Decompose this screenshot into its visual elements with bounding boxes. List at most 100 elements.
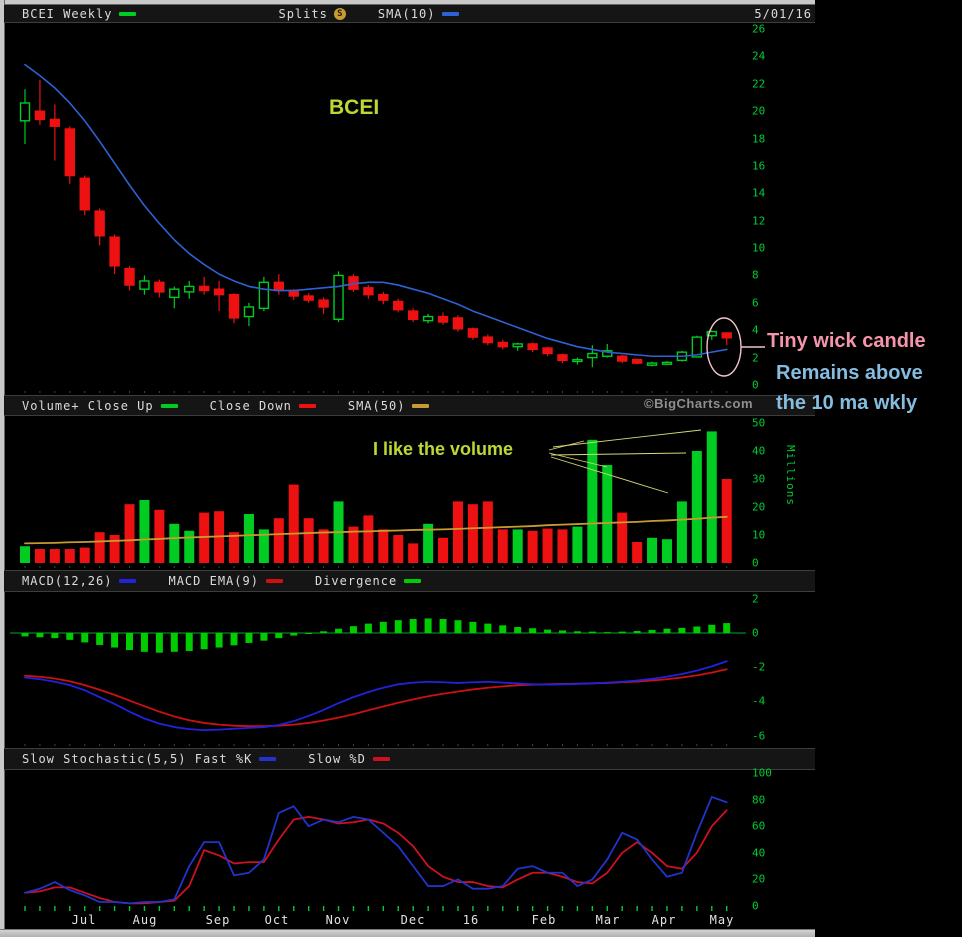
volume-pointer-line — [550, 452, 687, 456]
candle-body — [258, 281, 270, 310]
x-axis-month-label: Nov — [325, 913, 351, 927]
candle-body — [602, 350, 613, 357]
x-axis-month-label: Feb — [531, 913, 557, 927]
symbol-title: BCEI Weekly — [22, 6, 113, 21]
candle-body — [631, 358, 643, 364]
volume-bar — [169, 523, 180, 563]
candle-body — [94, 210, 105, 237]
candle-body — [452, 317, 464, 330]
volume-pointer-line — [552, 429, 702, 448]
candle-body — [363, 287, 374, 296]
volume-sma50-line — [24, 515, 728, 545]
candle-body — [691, 336, 703, 358]
macd-histogram-bar — [335, 628, 343, 633]
macd-histogram-bar — [439, 618, 447, 633]
horizontal-scrollbar[interactable] — [0, 929, 815, 937]
candle-body — [333, 274, 344, 320]
macd-histogram-bar — [320, 631, 328, 633]
volume-bar — [109, 535, 120, 563]
volume-bar — [527, 530, 538, 563]
candle-body — [557, 354, 568, 362]
candle-body — [587, 352, 598, 359]
volume-bar — [661, 539, 672, 563]
y-axis-tick-label: 60 — [752, 819, 766, 833]
macd-histogram-bar — [81, 633, 89, 643]
y-axis-tick-label: 0 — [752, 556, 759, 570]
y-axis-tick-label: 14 — [752, 186, 766, 200]
y-axis-tick-label: -2 — [752, 660, 766, 674]
macd-histogram-bar — [185, 633, 193, 651]
y-axis-tick-label: 8 — [752, 268, 759, 282]
bigcharts-watermark: ©BigCharts.com — [644, 396, 754, 411]
macd-histogram-bar — [170, 633, 178, 652]
macd-histogram-bar — [409, 618, 417, 633]
y-axis-tick-label: 40 — [752, 846, 766, 860]
y-axis-tick-label: 6 — [752, 296, 759, 310]
chart-header-bar: BCEI Weekly Splits S SMA(10) 5/01/16 — [4, 5, 815, 23]
macd-legend-bar: MACD(12,26) MACD EMA(9) Divergence — [4, 570, 815, 592]
candle-body — [467, 328, 479, 338]
y-axis-tick-label: 18 — [752, 132, 766, 146]
splits-icon: S — [333, 7, 346, 20]
macd-histogram-bar — [663, 628, 671, 633]
volume-bar — [303, 518, 314, 563]
macd-histogram-bar — [603, 632, 611, 634]
y-axis-tick-label: 26 — [752, 22, 766, 36]
divergence-swatch — [404, 579, 422, 583]
candle-body — [527, 343, 538, 351]
macd-histogram-bar — [51, 633, 59, 639]
price-sma10-line — [24, 63, 728, 358]
x-axis-month-label: May — [709, 913, 735, 927]
macd-histogram-bar — [693, 626, 701, 633]
candle-body — [721, 332, 732, 339]
candle-body — [437, 315, 449, 323]
x-axis-month-label: Dec — [400, 913, 426, 927]
volume-down-swatch — [298, 403, 316, 408]
stoch-d-label: Slow %D — [308, 752, 366, 766]
macd-histogram-bar — [484, 623, 492, 633]
volume-bar — [184, 530, 195, 563]
candle-body — [213, 288, 225, 296]
x-axis-month-label: Apr — [651, 913, 677, 927]
stoch-k-line — [24, 796, 728, 905]
macd-histogram-bar — [514, 627, 522, 633]
volume-bar — [49, 549, 60, 563]
volume-bar — [647, 537, 658, 563]
macd-histogram-bar — [230, 633, 238, 646]
y-axis-tick-label: 10 — [752, 528, 766, 542]
volume-up-label: Volume+ Close Up — [22, 398, 154, 413]
y-axis-tick-label: 2 — [752, 592, 759, 606]
x-axis-month-label: Sep — [205, 913, 231, 927]
candle-body — [79, 177, 90, 211]
macd-histogram-bar — [499, 625, 507, 633]
macd-histogram-bar — [424, 618, 432, 633]
volume-bar — [288, 484, 299, 563]
candle-body — [198, 285, 210, 292]
x-axis-month-label: Jul — [71, 913, 97, 927]
candle-body — [228, 293, 240, 319]
candle-body — [139, 280, 150, 290]
y-axis-tick-label: 0 — [752, 378, 759, 392]
volume-bar — [706, 431, 717, 563]
volume-sma-swatch — [412, 403, 430, 408]
y-axis-tick-label: 20 — [752, 872, 766, 886]
macd-histogram-bar — [618, 631, 626, 633]
y-axis-tick-label: 0 — [752, 626, 759, 640]
macd-histogram-bar — [454, 620, 462, 633]
symbol-annotation: BCEI — [329, 96, 380, 119]
macd-histogram-bar — [140, 633, 148, 652]
volume-bar — [124, 504, 135, 563]
candle-body — [393, 300, 404, 311]
macd-histogram-bar — [394, 620, 402, 633]
volume-bar — [676, 501, 687, 563]
volume-bar — [452, 501, 463, 563]
stochastic-legend-bar: Slow Stochastic(5,5) Fast %K Slow %D — [4, 748, 815, 770]
volume-bar — [497, 529, 508, 563]
macd-histogram-bar — [275, 633, 283, 639]
volume-bar — [691, 451, 702, 563]
volume-bar — [408, 543, 419, 563]
candle-body — [646, 362, 658, 366]
macd-histogram-bar — [36, 633, 44, 638]
volume-annotation: I like the volume — [373, 439, 514, 459]
